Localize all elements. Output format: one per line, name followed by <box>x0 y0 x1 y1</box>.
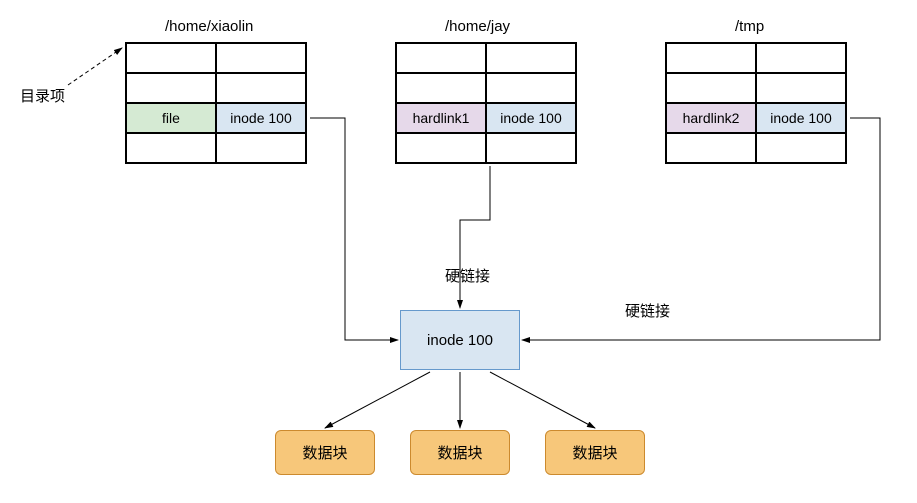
inode-cell: inode 100 <box>486 103 576 133</box>
directory-table-1: file inode 100 <box>125 42 307 164</box>
hardlink-label-1: 硬链接 <box>445 265 490 286</box>
hardlink-cell: hardlink1 <box>396 103 486 133</box>
path-label-3: /tmp <box>735 18 764 35</box>
inode-box: inode 100 <box>400 310 520 370</box>
hardlink-label-2: 硬链接 <box>625 300 670 321</box>
directory-table-3: hardlink2 inode 100 <box>665 42 847 164</box>
path-label-1: /home/xiaolin <box>165 18 253 35</box>
file-cell: file <box>126 103 216 133</box>
data-block-2: 数据块 <box>410 430 510 475</box>
directory-table-2: hardlink1 inode 100 <box>395 42 577 164</box>
inode-cell: inode 100 <box>216 103 306 133</box>
data-block-1: 数据块 <box>275 430 375 475</box>
hardlink-cell: hardlink2 <box>666 103 756 133</box>
annotation-label: 目录项 <box>20 85 65 106</box>
data-block-3: 数据块 <box>545 430 645 475</box>
path-label-2: /home/jay <box>445 18 510 35</box>
inode-cell: inode 100 <box>756 103 846 133</box>
